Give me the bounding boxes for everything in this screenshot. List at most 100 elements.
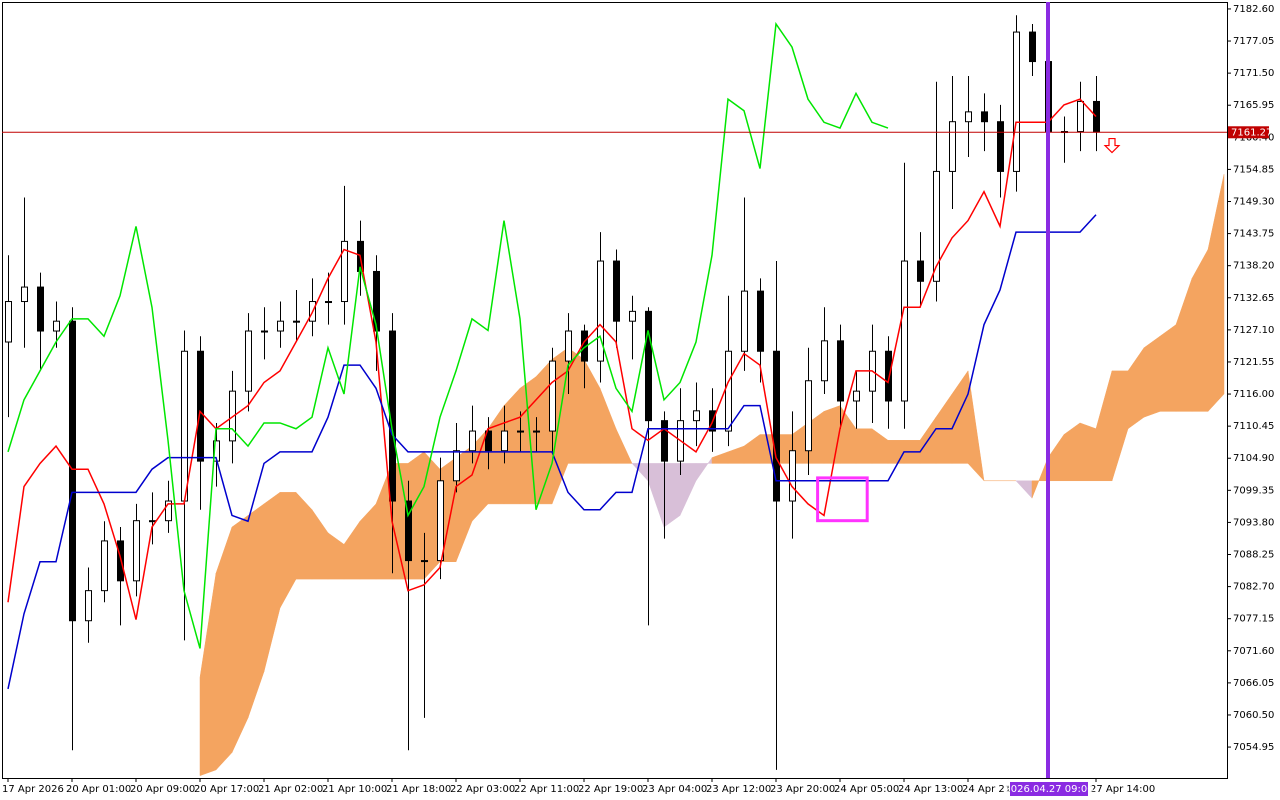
candle-body (885, 350, 892, 402)
y-tick-label: 7143.75 (1233, 229, 1274, 240)
candle-body (197, 350, 204, 462)
candle-body (981, 111, 988, 123)
candle-body (821, 340, 828, 382)
x-tick-label: 23 Apr 04:00 (642, 784, 707, 795)
y-tick-label: 7088.25 (1233, 550, 1274, 561)
candle-body (933, 170, 940, 282)
candle-body (1013, 31, 1020, 172)
cloud-segment (823, 405, 841, 464)
y-tick-label: 7149.30 (1233, 196, 1274, 207)
sell-arrow (1103, 137, 1121, 154)
y-tick-label: 7099.35 (1233, 485, 1274, 496)
y-tick-label: 7082.70 (1233, 582, 1274, 593)
y-tick-label: 7177.05 (1233, 36, 1274, 47)
x-tick-label: 21 Apr 18:00 (386, 784, 451, 795)
candle-body (453, 450, 460, 482)
y-tick-label: 7071.60 (1233, 646, 1274, 657)
highlight-box (816, 476, 869, 523)
candle-body (517, 430, 524, 433)
candle-body (757, 290, 764, 352)
y-tick-label: 7127.10 (1233, 325, 1274, 336)
plot-area (5, 15, 1225, 777)
candle-body (341, 240, 348, 303)
y-tick-label: 7138.20 (1233, 261, 1274, 272)
candle-body (405, 500, 412, 562)
candle-body (181, 350, 188, 502)
candle-body (917, 260, 924, 282)
x-tick-label: 24 Apr 13:00 (898, 784, 963, 795)
candle-body (373, 270, 380, 332)
cloud-segment (887, 440, 905, 464)
candle-body (293, 320, 300, 323)
candle-body (101, 540, 108, 592)
candle-body (613, 260, 620, 322)
candle-body (549, 360, 556, 432)
candle-body (5, 301, 12, 343)
candle-body (853, 390, 860, 402)
candle-body (21, 286, 28, 303)
candle-body (661, 420, 668, 462)
cloud-segment (855, 428, 873, 464)
cloud-segment (615, 428, 633, 464)
y-tick-label: 7054.95 (1233, 742, 1274, 753)
candle-body (261, 330, 268, 333)
cloud-segment (1159, 324, 1177, 412)
x-tick-label: 23 Apr 20:00 (770, 784, 835, 795)
indicator-line (7, 21, 889, 649)
candle-body (69, 320, 76, 622)
y-tick-label: 7165.95 (1233, 100, 1274, 111)
candle-body (421, 560, 428, 563)
y-tick-label: 7116.00 (1233, 389, 1274, 400)
candle-body (53, 320, 60, 332)
x-tick-label: 22 Apr 03:00 (450, 784, 515, 795)
x-tick-label: 22 Apr 19:00 (578, 784, 643, 795)
indicator-line (7, 98, 1097, 620)
candle-body (629, 310, 636, 322)
cloud-segment (967, 370, 985, 482)
x-tick-label: 20 Apr 17:00 (194, 784, 259, 795)
candle-body (533, 430, 540, 433)
candle-body (789, 450, 796, 502)
candle-body (693, 410, 700, 422)
candle-body (85, 590, 92, 622)
cloud-segment (1191, 248, 1209, 412)
candle-body (565, 330, 572, 362)
vline-label-bg (1010, 782, 1088, 796)
x-tick-label: 22 Apr 11:00 (514, 784, 579, 795)
y-tick-label: 7110.45 (1233, 421, 1274, 432)
x-tick-label: 24 Apr 05:00 (834, 784, 899, 795)
cloud-segment (1207, 174, 1225, 413)
candle-body (325, 301, 332, 304)
y-tick-label: 7182.60 (1233, 4, 1274, 15)
candle-body (773, 350, 780, 502)
x-tick-label: 27 Apr 14:00 (1090, 784, 1155, 795)
cloud-segment (231, 514, 249, 753)
candle-body (485, 430, 492, 452)
candle-body (645, 310, 652, 422)
y-tick-label: 7104.90 (1233, 453, 1274, 464)
candle-body (997, 121, 1004, 172)
candle-body (277, 320, 284, 332)
candle-body (501, 430, 508, 452)
y-tick-label: 7154.85 (1233, 164, 1274, 175)
y-tick-label: 7121.55 (1233, 357, 1274, 368)
candle-body (901, 260, 908, 402)
candle-body (133, 520, 140, 582)
candle-body (597, 260, 604, 362)
x-tick-label: 17 Apr 2026 (2, 784, 64, 795)
cloud-segment (1079, 422, 1097, 482)
candle-body (165, 500, 172, 522)
candle-body (837, 340, 844, 402)
cloud-segment (1143, 335, 1161, 418)
x-tick-label: 21 Apr 10:00 (322, 784, 387, 795)
price-label-bg (1228, 126, 1269, 139)
candle-body (805, 380, 812, 452)
cloud-segment (663, 463, 681, 528)
x-tick-label: 23 Apr 12:00 (706, 784, 771, 795)
indicator-line (7, 214, 1097, 690)
price-label: 7161.27 (1231, 127, 1272, 138)
candle-body (1029, 31, 1036, 63)
candle-body (741, 290, 748, 352)
candle-body (245, 330, 252, 392)
